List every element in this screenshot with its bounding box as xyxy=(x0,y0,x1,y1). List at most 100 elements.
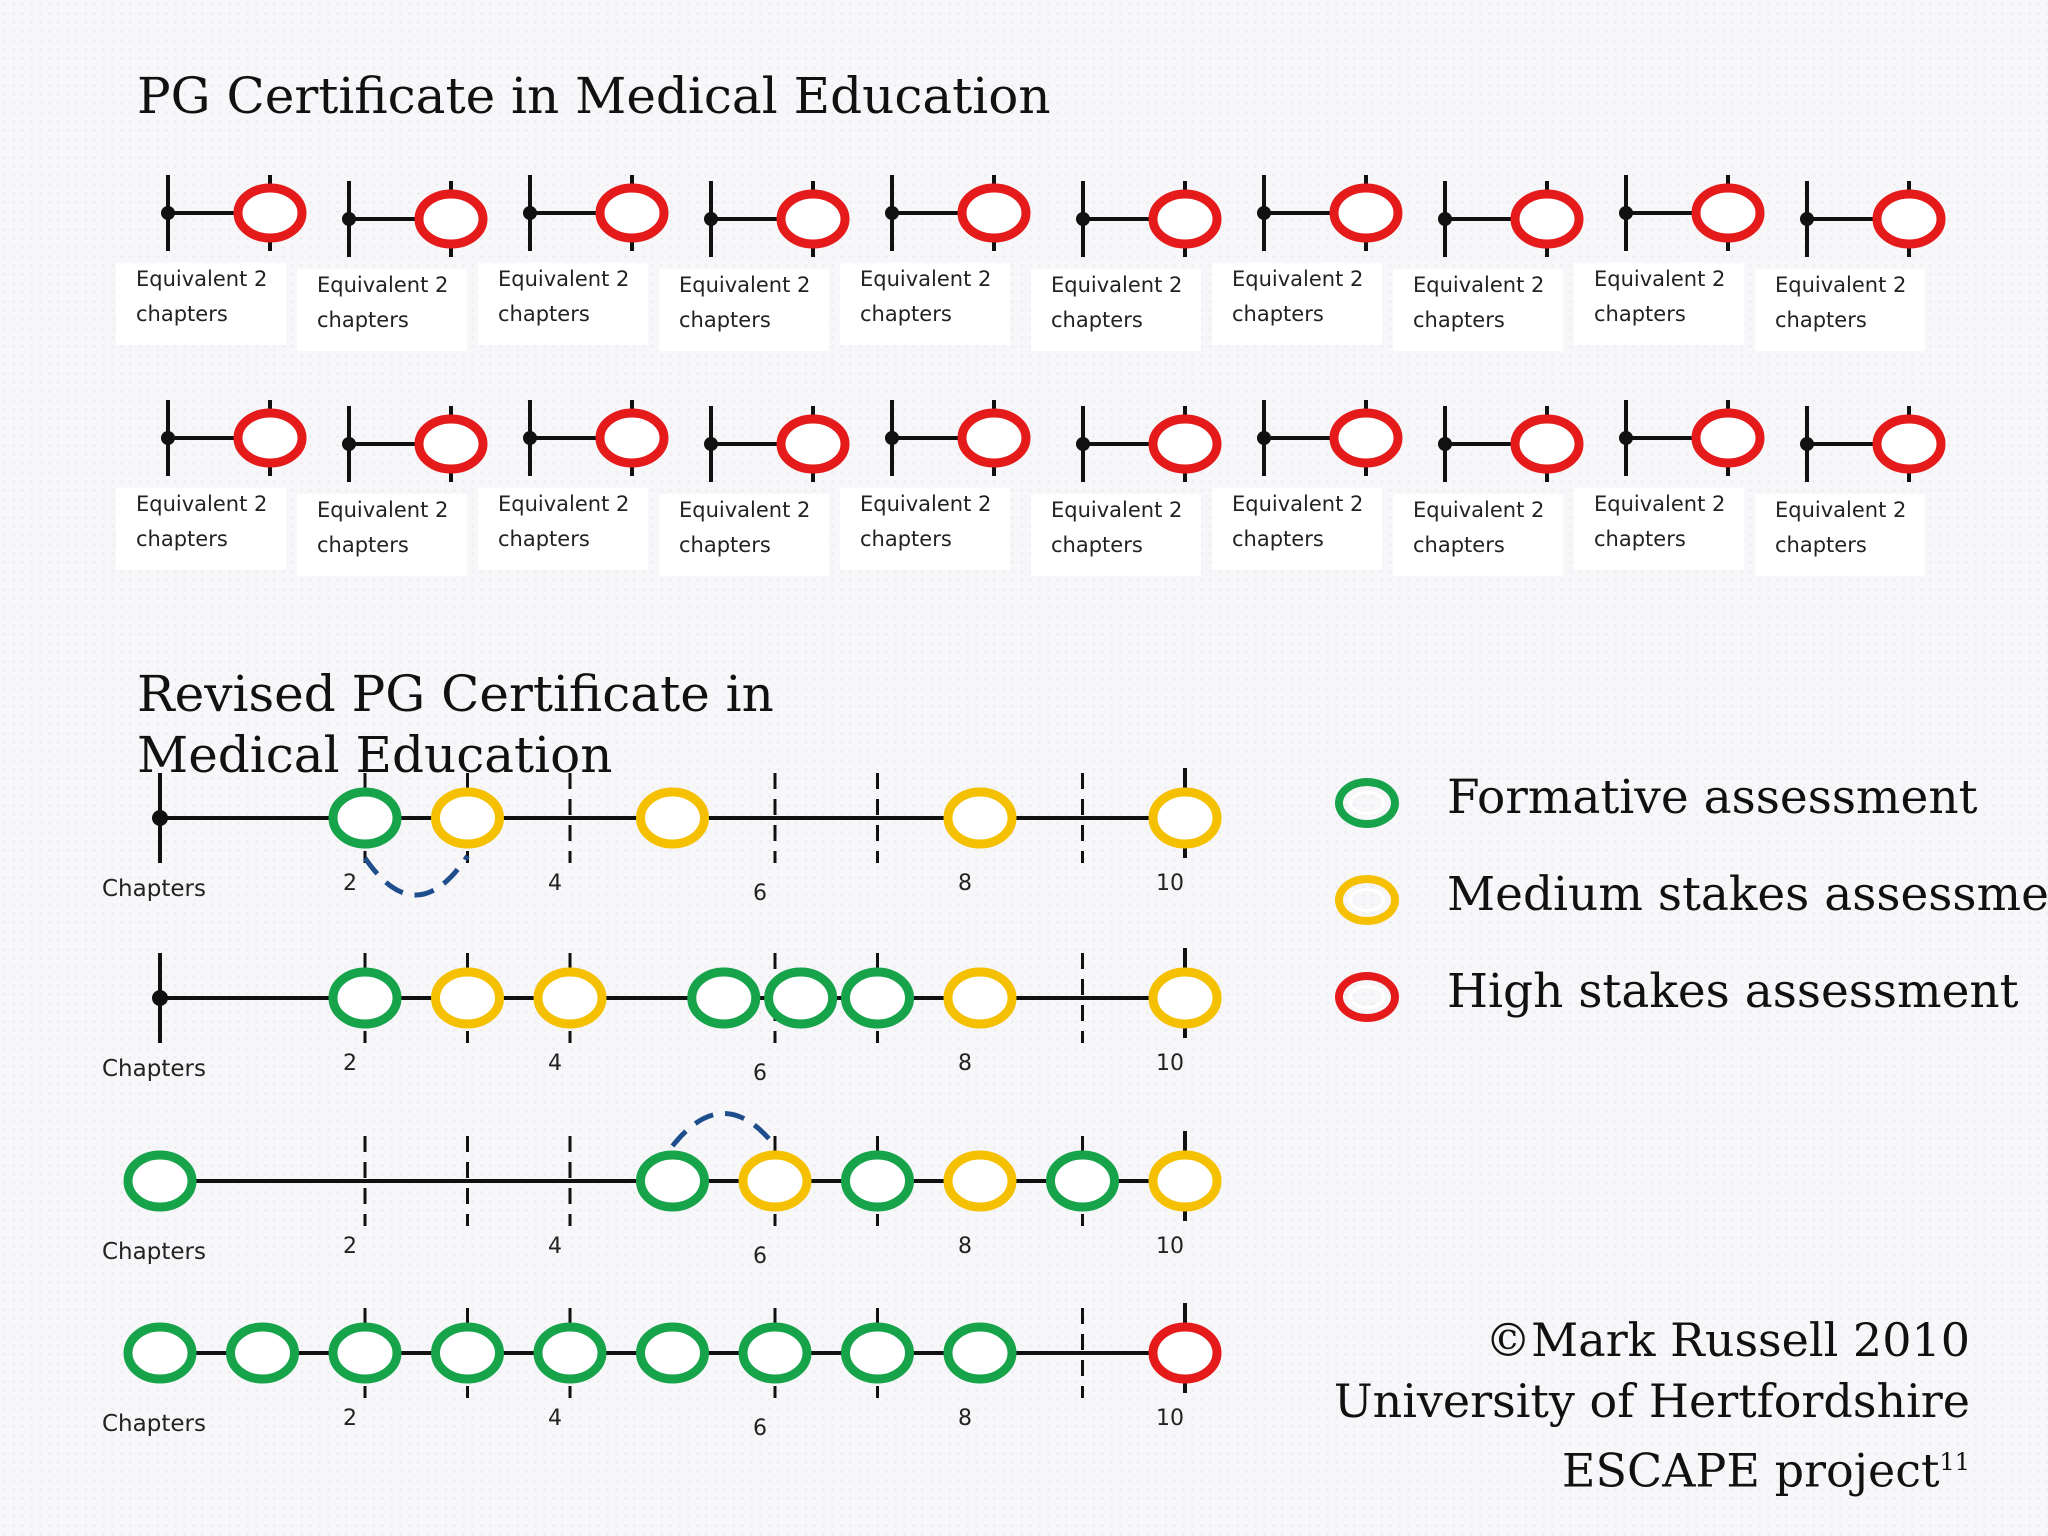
credit-reference: 11 xyxy=(1939,1448,1970,1476)
module-label-line1: Equivalent 2 xyxy=(317,498,448,522)
legend-label-formative: Formative assessment xyxy=(1447,770,1978,825)
medium-assessment xyxy=(1148,967,1222,1029)
ring-inner xyxy=(970,195,1018,231)
module-label-line1: Equivalent 2 xyxy=(1775,273,1906,297)
module-label-line2: chapters xyxy=(1775,533,1867,557)
ring-inner xyxy=(546,979,594,1017)
module-block: Equivalent 2 chapters xyxy=(1755,406,1946,576)
module-label-line2: chapters xyxy=(136,302,228,326)
medium-assessment xyxy=(943,1150,1017,1212)
chapters-axis-label: Chapters xyxy=(102,876,206,902)
module-label-line1: Equivalent 2 xyxy=(136,492,267,516)
module-block: Equivalent 2 chapters xyxy=(1212,175,1403,345)
ring-inner xyxy=(608,420,656,456)
module-label-line1: Equivalent 2 xyxy=(498,492,629,516)
module-label-line2: chapters xyxy=(860,302,952,326)
formative-assessment xyxy=(738,1322,812,1384)
ring-inner xyxy=(136,1162,184,1200)
title-original-programme: PG Certificate in Medical Education xyxy=(137,67,1051,125)
module-label-line1: Equivalent 2 xyxy=(1413,273,1544,297)
module-label-box xyxy=(1212,263,1382,345)
module-label-line2: chapters xyxy=(1775,308,1867,332)
ring-inner xyxy=(1059,1162,1106,1200)
module-block: Equivalent 2 chapters xyxy=(1212,400,1403,570)
formative-assessment xyxy=(943,1322,1017,1384)
module-label-box xyxy=(478,488,648,570)
high-stakes-assessment xyxy=(1691,408,1765,468)
module-label-line2: chapters xyxy=(679,308,771,332)
high-stakes-assessment xyxy=(957,183,1031,243)
medium-assessment xyxy=(636,787,709,849)
medium-assessment xyxy=(431,787,504,849)
module-label-line2: chapters xyxy=(1413,533,1505,557)
ring-inner xyxy=(1523,426,1571,462)
formative-assessment xyxy=(226,1322,299,1384)
module-label-box xyxy=(116,263,286,345)
chapter-tick-label: 6 xyxy=(753,1416,767,1441)
high-stakes-assessment xyxy=(1872,189,1946,249)
ring-inner xyxy=(444,979,491,1017)
module-label-line1: Equivalent 2 xyxy=(1594,492,1725,516)
module-label-box xyxy=(1212,488,1382,570)
module-label-box xyxy=(659,494,829,576)
chapter-tick-label: 10 xyxy=(1156,1234,1184,1259)
module-label-line2: chapters xyxy=(679,533,771,557)
chapter-tick-label: 8 xyxy=(958,1051,972,1076)
legend-label-high: High stakes assessment xyxy=(1447,964,2019,1019)
module-block: Equivalent 2 chapters xyxy=(116,400,307,570)
chapter-tick-label: 10 xyxy=(1156,1051,1184,1076)
ring-inner xyxy=(1161,426,1209,462)
ring-inner xyxy=(136,1334,184,1372)
chapter-tick-label: 10 xyxy=(1156,871,1184,896)
module-label-line1: Equivalent 2 xyxy=(860,267,991,291)
ring-inner xyxy=(956,979,1004,1017)
formative-assessment xyxy=(841,967,914,1029)
module-label-box xyxy=(116,488,286,570)
module-label-line2: chapters xyxy=(860,527,952,551)
chapter-tick-label: 4 xyxy=(548,1234,562,1259)
module-block: Equivalent 2 chapters xyxy=(1031,406,1222,576)
ring-inner xyxy=(649,1162,696,1200)
chapters-axis-label: Chapters xyxy=(102,1239,206,1265)
ring-inner xyxy=(341,1334,389,1372)
ring-inner xyxy=(956,1334,1004,1372)
module-label-box xyxy=(1574,263,1744,345)
high-stakes-assessment xyxy=(1510,189,1584,249)
ring-inner xyxy=(1161,1334,1209,1372)
ring-inner xyxy=(341,799,389,837)
chapter-tick-label: 4 xyxy=(548,871,562,896)
formative-ring-icon xyxy=(1335,778,1399,828)
module-label-box xyxy=(478,263,648,345)
module-block: Equivalent 2 chapters xyxy=(1574,175,1765,345)
medium-assessment xyxy=(1148,787,1222,849)
medium-assessment xyxy=(1148,1150,1222,1212)
timeline-4: Chapters 2 4 6 8 10 xyxy=(102,1303,1222,1441)
module-block: Equivalent 2 chapters xyxy=(1574,400,1765,570)
high-stakes-assessment xyxy=(1148,189,1222,249)
ring-inner xyxy=(970,420,1018,456)
module-label-line1: Equivalent 2 xyxy=(1051,273,1182,297)
ring-inner xyxy=(789,426,837,462)
chapter-tick-label: 2 xyxy=(343,1406,357,1431)
chapters-axis-label: Chapters xyxy=(102,1056,206,1082)
module-label-line2: chapters xyxy=(498,302,590,326)
high-stakes-assessment xyxy=(776,189,850,249)
module-block: Equivalent 2 chapters xyxy=(1393,181,1584,351)
high-stakes-assessment xyxy=(414,189,488,249)
chapter-tick-label: 2 xyxy=(343,871,357,896)
chapter-tick-label: 6 xyxy=(753,1244,767,1269)
ring-inner xyxy=(1704,420,1752,456)
module-block: Equivalent 2 chapters xyxy=(659,406,850,576)
module-block: Equivalent 2 chapters xyxy=(840,175,1031,345)
credit-university: University of Hertfordshire xyxy=(1333,1374,1970,1428)
credit-project: ESCAPE project11 xyxy=(1334,1432,1970,1501)
module-label-line1: Equivalent 2 xyxy=(1413,498,1544,522)
ring-inner xyxy=(1161,201,1209,237)
ring-inner xyxy=(341,979,389,1017)
module-label-box xyxy=(1031,269,1201,351)
module-label-box xyxy=(659,269,829,351)
module-label-box xyxy=(1574,488,1744,570)
module-label-box xyxy=(1031,494,1201,576)
module-label-line1: Equivalent 2 xyxy=(317,273,448,297)
timeline-start-dot xyxy=(152,810,168,826)
